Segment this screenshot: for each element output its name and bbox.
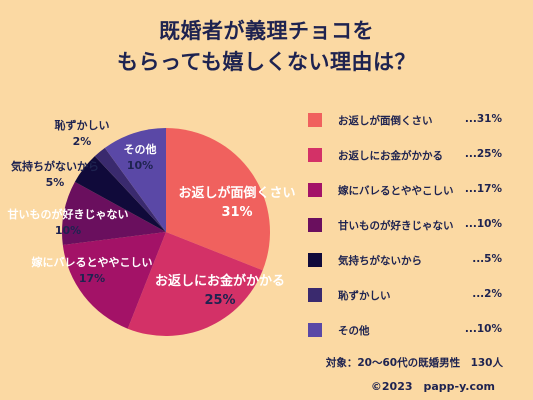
- page-title: 既婚者が義理チョコを もらっても嬉しくない理由は？: [0, 16, 533, 78]
- legend-label: 嫁にバレるとややこしい: [338, 183, 454, 198]
- slice-label: その他: [124, 142, 157, 156]
- legend-value: ...10%: [465, 218, 502, 230]
- legend-item: 甘いものが好きじゃない ...10%: [308, 215, 530, 235]
- legend-value: ...17%: [465, 183, 502, 195]
- slice-percent: 25%: [204, 293, 235, 308]
- legend-label: お返しが面倒くさい: [338, 113, 433, 128]
- legend-item: 気持ちがないから ...5%: [308, 250, 530, 270]
- slice-percent: 31%: [221, 205, 252, 220]
- legend-swatch: [308, 288, 322, 302]
- slice-percent: 17%: [79, 272, 105, 285]
- legend-swatch: [308, 323, 322, 337]
- slice-label: 恥ずかしい: [55, 118, 110, 132]
- legend-item: 恥ずかしい ...2%: [308, 285, 530, 305]
- legend-item: お返しが面倒くさい ...31%: [308, 110, 530, 130]
- legend-swatch: [308, 113, 322, 127]
- legend-item: 嫁にバレるとややこしい ...17%: [308, 180, 530, 200]
- slice-percent: 10%: [55, 224, 81, 237]
- legend-label: 甘いものが好きじゃない: [338, 218, 454, 233]
- slice-percent: 10%: [127, 159, 153, 172]
- legend-swatch: [308, 148, 322, 162]
- copyright: ©2023 papp-y.com: [371, 378, 495, 394]
- slice-label: お返しにお金がかかる: [155, 273, 285, 289]
- slice-label: 甘いものが好きじゃない: [8, 207, 129, 221]
- slice-label: お返しが面倒くさい: [178, 185, 295, 201]
- legend-label: 恥ずかしい: [338, 288, 391, 303]
- legend-value: ...25%: [465, 148, 502, 160]
- legend-value: ...31%: [465, 113, 502, 125]
- legend-label: 気持ちがないから: [338, 253, 422, 268]
- legend-value: ...2%: [472, 288, 502, 300]
- slice-label: 嫁にバレるとややこしい: [31, 255, 153, 269]
- legend-label: その他: [338, 323, 370, 338]
- legend-swatch: [308, 253, 322, 267]
- legend-value: ...5%: [472, 253, 502, 265]
- title-line-1: 既婚者が義理チョコを: [0, 16, 533, 47]
- legend-swatch: [308, 218, 322, 232]
- survey-note: 対象：20〜60代の既婚男性 130人: [326, 355, 503, 370]
- legend-item: お返しにお金がかかる ...25%: [308, 145, 530, 165]
- legend-swatch: [308, 183, 322, 197]
- title-line-2: もらっても嬉しくない理由は？: [0, 47, 533, 78]
- legend-label: お返しにお金がかかる: [338, 148, 443, 163]
- slice-label: 気持ちがないから: [11, 159, 99, 173]
- legend-value: ...10%: [465, 323, 502, 335]
- slice-percent: 5%: [46, 176, 65, 189]
- legend-item: その他 ...10%: [308, 320, 530, 340]
- slice-percent: 2%: [73, 135, 92, 148]
